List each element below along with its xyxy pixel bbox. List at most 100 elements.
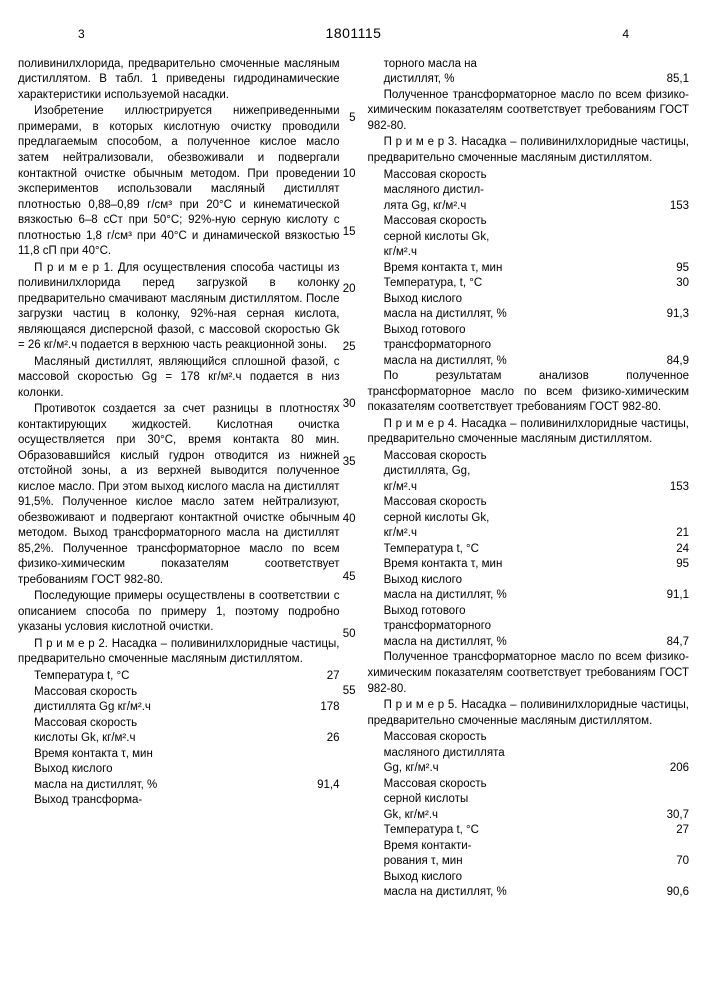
param-value: 206 — [662, 761, 689, 777]
param-label: Массовая скорость — [384, 214, 681, 230]
table-row: Gg, кг/м².ч206 — [368, 761, 690, 777]
param-value — [681, 495, 689, 511]
table-row: трансформаторного — [368, 338, 690, 354]
param-label: Выход трансформа- — [34, 793, 331, 809]
table-row: Время контакта τ, мин — [18, 747, 340, 763]
param-label: лята Gg, кг/м².ч — [384, 199, 662, 215]
param-value — [681, 573, 689, 589]
param-value — [681, 183, 689, 199]
param-value: 21 — [668, 526, 689, 542]
table-row: Температура t, °С24 — [368, 542, 690, 558]
table-row: кг/м².ч — [368, 245, 690, 261]
param-value — [681, 777, 689, 793]
table-row: Массовая скорость — [368, 449, 690, 465]
table-row: Выход кислого — [18, 762, 340, 778]
param-value: 153 — [662, 480, 689, 496]
param-label: рования τ, мин — [384, 854, 669, 870]
param-value — [681, 57, 689, 73]
param-value: 84,7 — [659, 635, 689, 651]
param-value — [681, 619, 689, 635]
paragraph: Противоток создается за счет разницы в п… — [18, 402, 340, 588]
param-value: 27 — [319, 669, 340, 685]
param-value: 90,6 — [659, 885, 689, 901]
table-row: Массовая скорость — [368, 168, 690, 184]
param-label: масла на дистиллят, % — [384, 885, 659, 901]
content-columns: поливинилхлорида, предварительно смоченн… — [18, 57, 689, 901]
param-value — [681, 604, 689, 620]
param-value — [681, 746, 689, 762]
table-row: кислоты Gk, кг/м².ч26 — [18, 731, 340, 747]
document-number: 1801115 — [326, 24, 382, 43]
table-row: Выход трансформа- — [18, 793, 340, 809]
param-value — [681, 730, 689, 746]
table-row: Массовая скорость — [18, 685, 340, 701]
param-label: серной кислоты Gk, — [384, 511, 681, 527]
table-row: серной кислоты Gk, — [368, 511, 690, 527]
table-row: Температура t, °С27 — [18, 669, 340, 685]
table-row: масляного дистил- — [368, 183, 690, 199]
param-label: дистиллята, Gg, — [384, 464, 681, 480]
param-label: Температура, t, °С — [384, 276, 669, 292]
param-label: Время контакта τ, мин — [384, 261, 669, 277]
table-row: Температура, t, °С30 — [368, 276, 690, 292]
param-label: Время контакта τ, мин — [34, 747, 331, 763]
param-label: масла на дистиллят, % — [34, 778, 309, 794]
table-row: Gk, кг/м².ч30,7 — [368, 808, 690, 824]
param-value: 91,1 — [659, 588, 689, 604]
param-label: Выход готового — [384, 604, 681, 620]
table-row: Массовая скорость — [368, 214, 690, 230]
paragraph: Полученное трансформаторное масло по все… — [368, 88, 690, 135]
table-row: Массовая скорость — [18, 716, 340, 732]
param-value — [332, 793, 340, 809]
param-label: Выход кислого — [384, 573, 681, 589]
left-column: поливинилхлорида, предварительно смоченн… — [18, 57, 354, 901]
param-value — [681, 449, 689, 465]
paragraph: Масляный дистиллят, являющийся сплошной … — [18, 355, 340, 402]
param-label: Массовая скорость — [384, 730, 681, 746]
param-label: Выход готового — [384, 323, 681, 339]
param-label: Выход кислого — [384, 292, 681, 308]
table-row: серной кислоты — [368, 792, 690, 808]
param-value: 91,4 — [309, 778, 339, 794]
paragraph: Изобретение иллюстрируется нижеприведенн… — [18, 104, 340, 259]
page-number-left: 3 — [78, 26, 85, 42]
table-row: Массовая скорость — [368, 730, 690, 746]
right-column: торного масла на дистиллят, % 85,1 Получ… — [354, 57, 690, 901]
param-label: масляного дистил- — [384, 183, 681, 199]
param-label: Массовая скорость — [34, 685, 331, 701]
paragraph: П р и м е р 1. Для осуществления способа… — [18, 261, 340, 354]
paragraph: Полученное трансформаторное масло по все… — [368, 650, 690, 697]
param-value: 95 — [668, 261, 689, 277]
table-row: трансформаторного — [368, 619, 690, 635]
table-row: Выход готового — [368, 323, 690, 339]
param-value — [681, 245, 689, 261]
table-row: масла на дистиллят, %91,4 — [18, 778, 340, 794]
table-row: Время контакта τ, мин95 — [368, 261, 690, 277]
param-value: 24 — [668, 542, 689, 558]
param-label: Массовая скорость — [384, 168, 681, 184]
param-value: 70 — [668, 854, 689, 870]
paragraph: П р и м е р 4. Насадка – поливинилхлорид… — [368, 417, 690, 448]
table-row: масляного дистиллята — [368, 746, 690, 762]
table-row: Выход кислого — [368, 292, 690, 308]
page-header: 3 1801115 4 — [18, 24, 689, 43]
param-value — [332, 747, 340, 763]
parameters-example-3: Массовая скоростьмасляного дистил-лята G… — [368, 168, 690, 370]
table-row: масла на дистиллят, %84,9 — [368, 354, 690, 370]
table-row: торного масла на — [368, 57, 690, 73]
param-label: трансформаторного — [384, 338, 681, 354]
param-value — [681, 214, 689, 230]
param-label: Массовая скорость — [34, 716, 331, 732]
table-row: масла на дистиллят, %90,6 — [368, 885, 690, 901]
param-label: Gk, кг/м².ч — [384, 808, 659, 824]
param-label: серной кислоты — [384, 792, 681, 808]
param-value: 30,7 — [659, 808, 689, 824]
param-value: 27 — [668, 823, 689, 839]
param-label: кг/м².ч — [384, 526, 669, 542]
table-row: дистиллята, Gg, — [368, 464, 690, 480]
param-value: 84,9 — [659, 354, 689, 370]
param-value — [681, 464, 689, 480]
param-value — [681, 292, 689, 308]
param-label: Температура t, °С — [384, 542, 669, 558]
param-label: серной кислоты Gk, — [384, 230, 681, 246]
